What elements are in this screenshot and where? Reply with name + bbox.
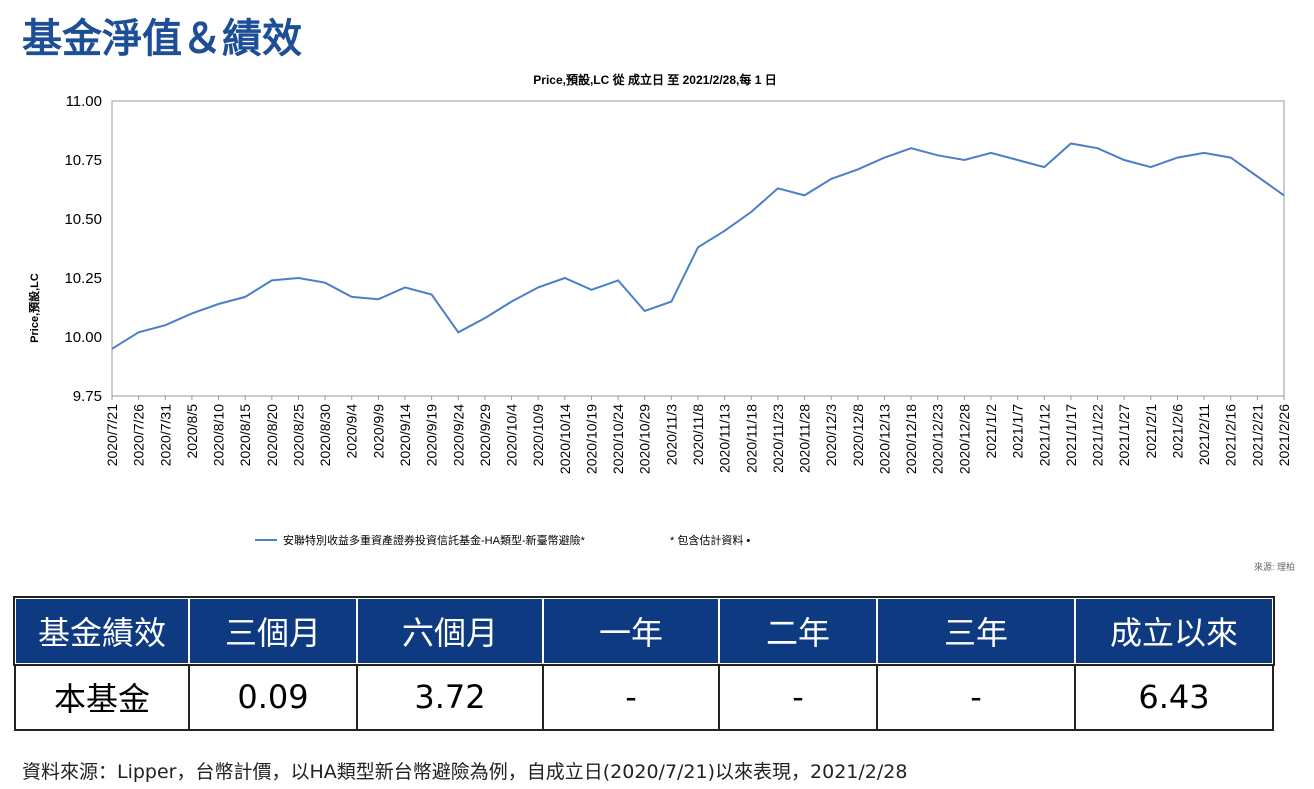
header-cell: 六個月 [356,597,544,665]
x-tick-label: 2020/12/18 [903,404,919,474]
x-tick-label: 2021/1/27 [1116,404,1132,466]
x-tick-label: 2021/2/26 [1276,404,1292,466]
performance-table: 基金績效 三個月 六個月 一年 二年 三年 成立以來 本基金 0.09 3.72… [13,596,1275,731]
x-tick-label: 2020/11/13 [717,404,733,473]
x-tick-label: 2021/2/1 [1143,404,1159,459]
x-tick-label: 2020/9/24 [450,404,466,466]
legend-label: 安聯特別收益多重資產證券投資信託基金-HA類型-新臺幣避險* [283,533,586,547]
x-tick-label: 2020/10/24 [610,404,626,474]
x-tick-label: 2020/7/26 [131,404,147,466]
y-tick-label: 10.00 [64,329,102,346]
x-tick-label: 2020/10/14 [557,404,573,474]
header-cell: 基金績效 [14,597,190,665]
x-tick-label: 2020/9/29 [477,404,493,466]
x-tick-label: 2020/10/4 [504,404,520,466]
x-tick-label: 2020/12/3 [823,404,839,466]
x-tick-label: 2020/10/29 [637,404,653,474]
y-axis-label: Price,預設,LC [27,273,41,343]
value-cell: - [718,663,878,731]
x-tick-label: 2020/10/9 [530,404,546,466]
y-tick-label: 10.25 [64,270,102,287]
y-tick-label: 9.75 [73,388,102,405]
x-tick-label: 2021/2/6 [1169,404,1185,459]
x-tick-label: 2020/12/23 [930,404,946,474]
x-tick-label: 2020/8/30 [317,404,333,466]
table-header-row: 基金績效 三個月 六個月 一年 二年 三年 成立以來 [13,596,1275,666]
x-tick-label: 2020/7/21 [104,404,120,466]
x-tick-label: 2020/10/19 [583,404,599,474]
header-cell: 二年 [718,597,878,665]
header-cell: 一年 [542,597,720,665]
x-tick-label: 2021/1/7 [1010,404,1026,459]
x-tick-label: 2020/12/28 [956,404,972,474]
y-tick-label: 11.00 [66,93,102,110]
chart-title: Price,預設,LC 從 成立日 至 2021/2/28,每 1 日 [533,72,776,87]
header-cell: 成立以來 [1074,597,1274,665]
chart-source: 來源: 理柏 [1254,561,1295,572]
x-tick-label: 2021/2/11 [1196,404,1212,465]
value-cell: - [542,663,720,731]
nav-line-chart: Price,預設,LC 從 成立日 至 2021/2/28,每 1 日 Pric… [27,72,1295,572]
row-label: 本基金 [14,663,190,731]
page-title: 基金淨值＆績效 [22,16,302,62]
value-cell: 3.72 [356,663,544,731]
x-tick-label: 2021/1/12 [1036,404,1052,466]
value-cell: - [876,663,1076,731]
x-tick-label: 2020/12/8 [850,404,866,466]
x-tick-label: 2020/12/13 [876,404,892,474]
x-tick-label: 2021/1/2 [983,404,999,459]
x-tick-label: 2020/9/9 [370,404,386,459]
value-cell: 6.43 [1074,663,1274,731]
series-line [111,142,1285,350]
x-tick-label: 2020/7/31 [157,404,173,466]
x-tick-label: 2021/1/17 [1063,404,1079,466]
x-tick-label: 2020/8/10 [211,404,227,466]
table-row: 本基金 0.09 3.72 - - - 6.43 [14,663,1274,731]
header-cell: 三年 [876,597,1076,665]
x-tick-label: 2020/8/25 [290,404,306,466]
x-tick-label: 2020/9/19 [424,404,440,466]
x-tick-label: 2020/9/14 [397,404,413,466]
x-tick-label: 2021/1/22 [1090,404,1106,466]
x-tick-label: 2020/8/20 [264,404,280,466]
x-tick-label: 2020/11/18 [743,404,759,473]
legend-note: * 包含估計資料 • [670,533,750,547]
source-note: 資料來源：Lipper，台幣計價，以HA類型新台幣避險為例，自成立日(2020/… [22,761,908,783]
x-tick-label: 2020/11/3 [663,404,679,465]
x-tick-label: 2021/2/16 [1223,404,1239,466]
x-tick-label: 2020/11/8 [690,404,706,465]
plot-area [111,100,1285,397]
x-tick-label: 2020/9/4 [344,404,360,459]
header-cell: 三個月 [188,597,358,665]
value-cell: 0.09 [188,663,358,731]
x-tick-label: 2020/11/28 [797,404,813,473]
y-tick-label: 10.50 [64,211,102,228]
x-tick-label: 2021/2/21 [1249,404,1265,466]
x-tick-label: 2020/8/5 [184,404,200,459]
x-tick-label: 2020/8/15 [237,404,253,466]
y-tick-label: 10.75 [64,152,102,169]
x-tick-label: 2020/11/23 [770,404,786,473]
